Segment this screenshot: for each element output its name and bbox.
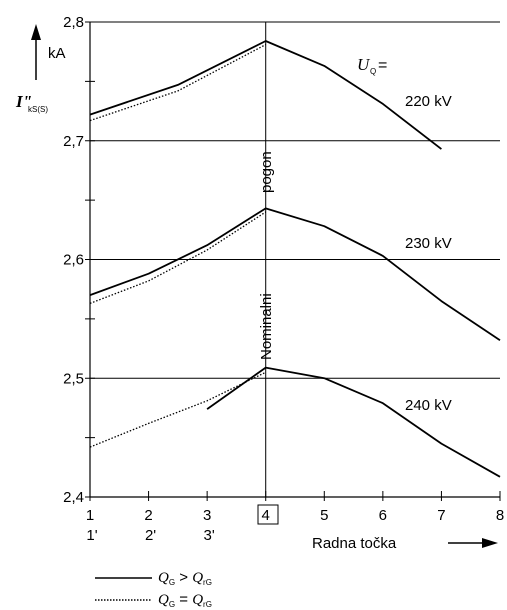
x-tick-label-7: 8 [496, 507, 504, 524]
series-230kv-dotted [89, 211, 267, 305]
curve-label-240: 240 kV [405, 397, 452, 414]
nominal-label-word2: pogon [258, 151, 275, 193]
boxed-tick-frame [257, 504, 279, 525]
tick-layer: 2,4 2,5 2,6 2,7 2,8 1 2 3 4 5 6 7 8 1' 2' 3' [63, 14, 504, 544]
nominal-label-word1: Nominalni [258, 293, 275, 360]
series-layer [89, 40, 501, 478]
series-240kv-solid [206, 366, 501, 478]
series-230kv-solid [89, 207, 501, 341]
x-tick-label-0: 1 [86, 507, 94, 524]
series-220kv-dotted [89, 44, 267, 122]
x-tick-label-secondary-1: 2' [145, 527, 156, 544]
y-tick-label-2: 2,6 [63, 252, 84, 269]
y-tick-label-4: 2,8 [63, 14, 84, 31]
y-unit-label: kA [48, 45, 66, 62]
y-axis-label-subscript: kS(S) [28, 105, 48, 114]
nominal-label-bg-2 [253, 148, 277, 194]
y-tick-label-3: 2,7 [63, 133, 84, 150]
y-tick-label-1: 2,5 [63, 370, 84, 387]
x-tick-label-5: 6 [379, 507, 387, 524]
y-tick-label-0: 2,4 [63, 489, 84, 506]
x-tick-label-4: 5 [320, 507, 328, 524]
parameter-equals: = [378, 57, 387, 74]
x-tick-label-2: 3 [203, 507, 211, 524]
x-tick-label-secondary-0: 1' [86, 527, 97, 544]
parameter-subscript: Q [370, 67, 376, 76]
curve-label-220: 220 kV [405, 93, 452, 110]
legend: QG > QrG QG = QrG [95, 569, 212, 609]
series-220kv-solid [89, 40, 442, 150]
x-tick-label-secondary-2: 3' [204, 527, 215, 544]
parameter-label: U [357, 55, 371, 74]
y-axis-label: I" [15, 92, 32, 111]
x-tick-label-1: 2 [144, 507, 152, 524]
curve-label-230: 230 kV [405, 235, 452, 252]
x-axis-label: Radna točka [312, 535, 397, 552]
x-arrow-head [482, 538, 498, 548]
legend-text-solid: QG > QrG [158, 569, 212, 587]
x-tick-label-6: 7 [437, 507, 445, 524]
y-arrow-head [31, 24, 41, 40]
nominal-operation-label: Nominalni pogon [253, 148, 277, 362]
nominal-label-bg-1 [253, 262, 277, 362]
legend-text-dotted: QG = QrG [158, 591, 212, 609]
x-tick-label-3: 4 [262, 507, 270, 524]
series-240kv-dotted [89, 371, 266, 448]
